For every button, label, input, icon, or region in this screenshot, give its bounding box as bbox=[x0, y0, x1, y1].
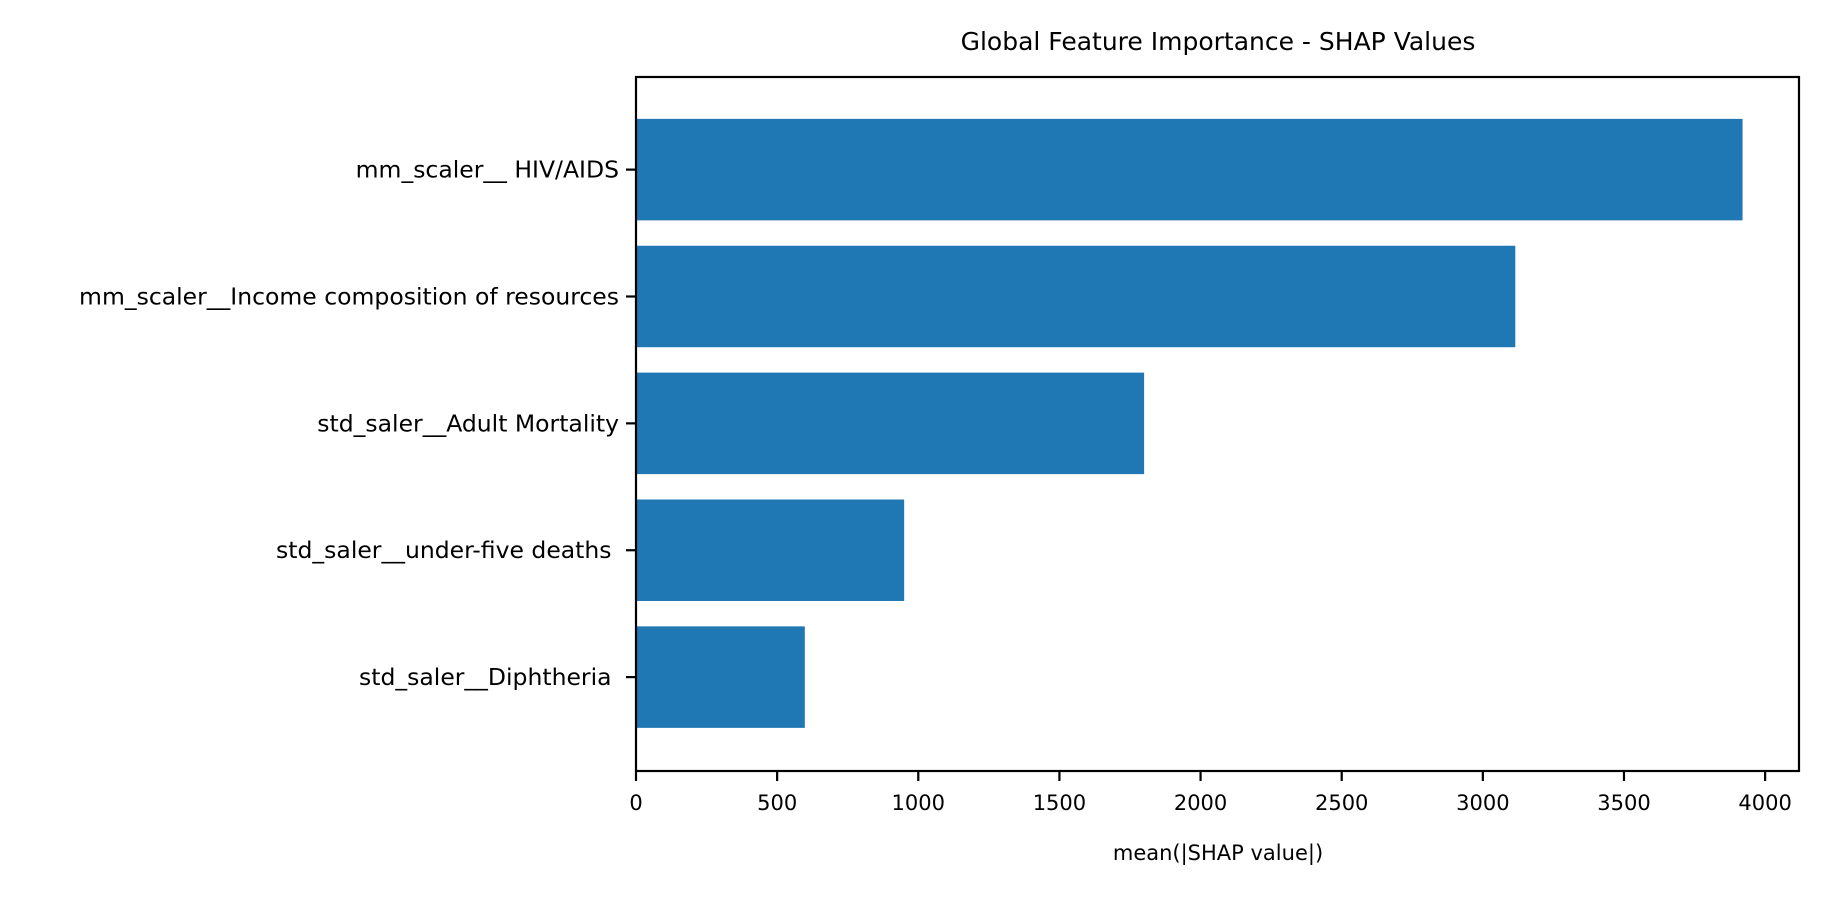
y-tick-label: mm_scaler__ HIV/AIDS bbox=[356, 156, 619, 184]
y-tick-label: std_saler__Diphtheria bbox=[359, 663, 619, 691]
x-tick-label: 2000 bbox=[1174, 791, 1227, 815]
x-tick-label: 500 bbox=[757, 791, 797, 815]
chart-title: Global Feature Importance - SHAP Values bbox=[961, 27, 1476, 56]
x-tick-label: 3000 bbox=[1456, 791, 1509, 815]
y-tick-label: std_saler__under-five deaths bbox=[276, 536, 619, 564]
y-tick-label: std_saler__Adult Mortality bbox=[317, 409, 619, 437]
bar bbox=[636, 245, 1516, 348]
x-tick-label: 1000 bbox=[892, 791, 945, 815]
bar bbox=[636, 118, 1743, 221]
bar bbox=[636, 499, 905, 601]
bar bbox=[636, 372, 1145, 475]
x-tick-label: 4000 bbox=[1738, 791, 1791, 815]
x-tick-label: 2500 bbox=[1315, 791, 1368, 815]
bar bbox=[636, 626, 805, 728]
x-tick-label: 1500 bbox=[1033, 791, 1086, 815]
y-axis: mm_scaler__ HIV/AIDS mm_scaler__Income co… bbox=[79, 156, 636, 691]
y-tick-label: mm_scaler__Income composition of resourc… bbox=[79, 282, 619, 310]
x-axis: 0 500 1000 1500 2000 2500 3000 3500 4000 bbox=[629, 771, 1792, 815]
x-axis-label: mean(|SHAP value|) bbox=[1113, 841, 1323, 866]
x-tick-label: 3500 bbox=[1597, 791, 1650, 815]
bars-layer bbox=[636, 118, 1743, 728]
x-tick-label: 0 bbox=[629, 791, 642, 815]
